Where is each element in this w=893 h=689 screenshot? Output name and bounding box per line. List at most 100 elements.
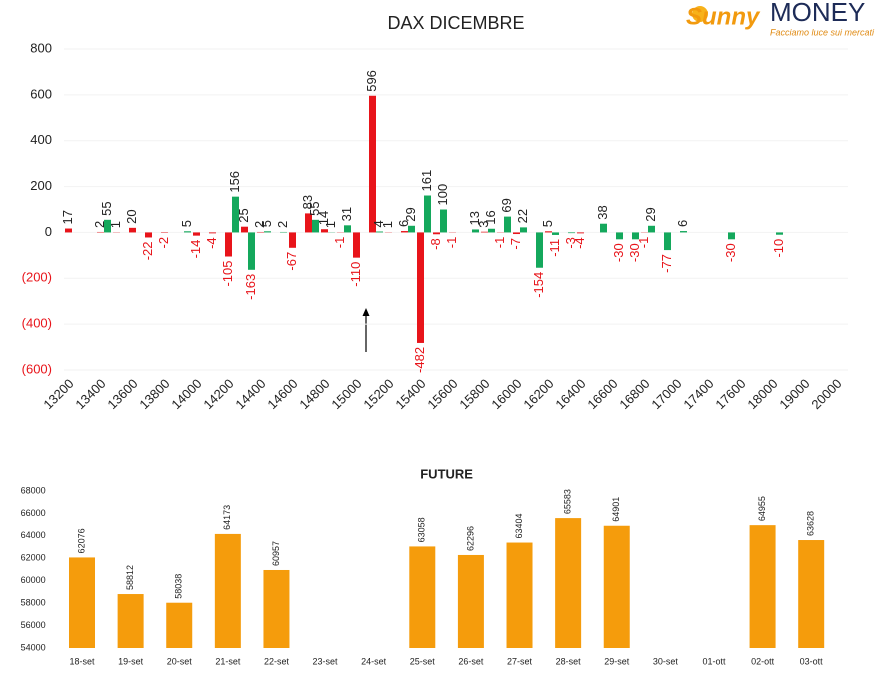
bar bbox=[166, 602, 193, 648]
bar bbox=[433, 232, 440, 235]
data-label: -1 bbox=[444, 237, 459, 249]
bar bbox=[749, 525, 776, 648]
data-label: -4 bbox=[572, 237, 587, 249]
data-label: -163 bbox=[243, 274, 258, 300]
bar bbox=[536, 232, 543, 268]
data-label: 16 bbox=[483, 210, 498, 224]
y-tick-label: 68000 bbox=[21, 485, 46, 495]
data-label: -14 bbox=[188, 240, 203, 259]
x-tick-label: 25-set bbox=[410, 656, 436, 666]
y-tick-label: 64000 bbox=[21, 530, 46, 540]
x-tick-label: 02-ott bbox=[751, 656, 775, 666]
data-label: 5 bbox=[259, 220, 274, 227]
bar bbox=[312, 219, 319, 233]
data-label: 2 bbox=[92, 221, 107, 228]
data-label: 83 bbox=[300, 195, 315, 209]
y-tick-label: 400 bbox=[30, 132, 52, 147]
annotation-arrow bbox=[362, 308, 370, 352]
data-label: 62296 bbox=[465, 526, 475, 551]
data-label: -4 bbox=[204, 237, 219, 249]
bar bbox=[577, 232, 584, 234]
data-label: 20 bbox=[124, 209, 139, 223]
bar bbox=[616, 232, 623, 240]
data-label: 64901 bbox=[611, 497, 621, 522]
bar bbox=[344, 225, 351, 233]
bar bbox=[632, 232, 639, 240]
bar bbox=[184, 231, 191, 233]
x-tick-label: 03-ott bbox=[800, 656, 824, 666]
data-label: 55 bbox=[99, 201, 114, 215]
bar bbox=[263, 569, 290, 648]
x-tick-label: 26-set bbox=[458, 656, 484, 666]
y-tick-label: 56000 bbox=[21, 620, 46, 630]
bar bbox=[603, 525, 630, 648]
data-label: 63628 bbox=[806, 511, 816, 536]
x-tick-label: 27-set bbox=[507, 656, 533, 666]
data-label: 5 bbox=[540, 220, 555, 227]
data-label: 1 bbox=[323, 221, 338, 228]
y-tick-label: (600) bbox=[22, 361, 52, 376]
bar bbox=[457, 554, 484, 648]
y-tick-label: 66000 bbox=[21, 508, 46, 518]
bar bbox=[376, 231, 383, 233]
data-label: 2 bbox=[275, 221, 290, 228]
data-label: 64955 bbox=[757, 496, 767, 521]
bar bbox=[555, 518, 582, 648]
bar bbox=[798, 540, 825, 648]
y-tick-label: (400) bbox=[22, 316, 52, 331]
bar bbox=[69, 557, 96, 648]
data-label: 38 bbox=[595, 205, 610, 219]
bar bbox=[104, 219, 111, 233]
bar bbox=[193, 232, 200, 236]
x-tick-label: 24-set bbox=[361, 656, 387, 666]
data-label: 22 bbox=[515, 209, 530, 223]
bar bbox=[417, 232, 424, 343]
data-label: 4 bbox=[371, 220, 386, 227]
bar bbox=[401, 231, 408, 233]
y-tick-label: 58000 bbox=[21, 598, 46, 608]
y-tick-label: 800 bbox=[30, 40, 52, 55]
data-label: 29 bbox=[643, 207, 658, 221]
data-label: 100 bbox=[435, 184, 450, 206]
bar bbox=[117, 594, 144, 648]
bar bbox=[481, 231, 488, 233]
bar bbox=[520, 227, 527, 233]
bar bbox=[680, 231, 687, 233]
bar bbox=[232, 196, 239, 233]
bar bbox=[129, 227, 136, 233]
data-label: -1 bbox=[636, 237, 651, 249]
data-label: -1 bbox=[332, 237, 347, 249]
data-label: -7 bbox=[508, 238, 523, 250]
y-tick-label: 62000 bbox=[21, 553, 46, 563]
data-label: -22 bbox=[140, 241, 155, 260]
bar bbox=[289, 232, 296, 248]
data-label: 58812 bbox=[125, 565, 135, 590]
data-label: 64173 bbox=[222, 505, 232, 530]
chart-title: DAX DICEMBRE bbox=[387, 13, 524, 33]
arrow-head bbox=[362, 308, 370, 316]
bar bbox=[264, 231, 271, 233]
chart-title: FUTURE bbox=[420, 466, 473, 481]
data-label: -30 bbox=[611, 243, 626, 262]
bar bbox=[409, 546, 436, 648]
x-tick-label: 21-set bbox=[215, 656, 241, 666]
x-tick-label: 22-set bbox=[264, 656, 290, 666]
data-label: 65583 bbox=[563, 489, 573, 514]
data-label: 31 bbox=[339, 207, 354, 221]
data-label: -110 bbox=[348, 262, 363, 287]
data-label: -10 bbox=[771, 239, 786, 258]
bar bbox=[214, 533, 241, 648]
logo-sun bbox=[692, 6, 708, 22]
data-label: 6 bbox=[396, 220, 411, 227]
data-label: 596 bbox=[364, 70, 379, 92]
data-label: 1 bbox=[380, 221, 395, 228]
bar bbox=[145, 232, 152, 238]
bar bbox=[600, 223, 607, 233]
bar bbox=[248, 232, 255, 270]
x-tick-label: 01-ott bbox=[702, 656, 726, 666]
data-label: -77 bbox=[659, 254, 674, 273]
data-label: 5 bbox=[179, 220, 194, 227]
data-label: 2 bbox=[252, 221, 267, 228]
bar bbox=[305, 213, 312, 233]
